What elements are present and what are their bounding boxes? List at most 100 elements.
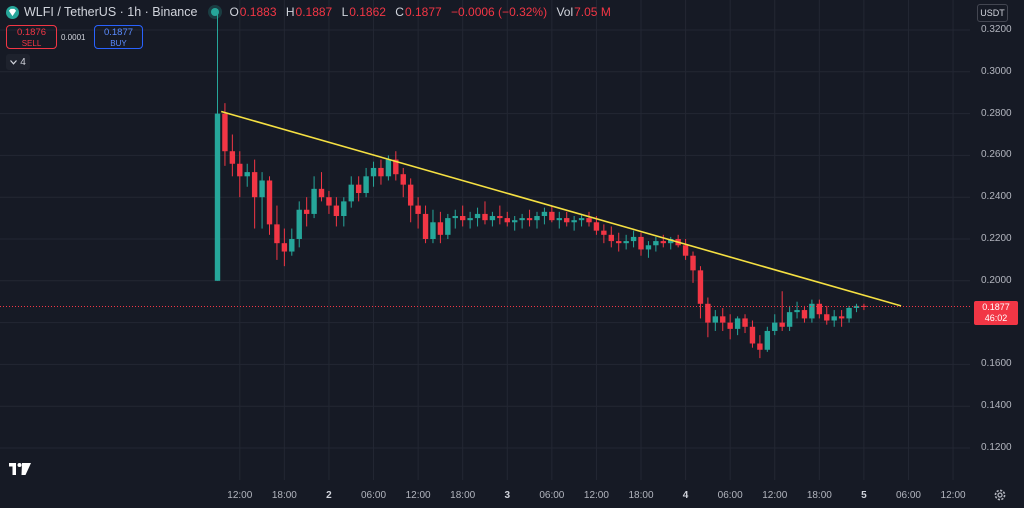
ohlc-key: O xyxy=(229,5,239,19)
time-tick-label: 12:00 xyxy=(583,490,609,501)
sell-button[interactable]: 0.1876 SELL xyxy=(6,25,57,49)
trendline[interactable] xyxy=(220,110,902,307)
candle xyxy=(214,9,221,281)
ohlc-value: 0.1862 xyxy=(349,5,386,19)
candle xyxy=(407,178,414,223)
candle-body xyxy=(809,303,815,319)
time-tick-label: 12:00 xyxy=(405,490,431,501)
current-price-label: 0.1877 xyxy=(982,301,1010,312)
time-tick-label: 18:00 xyxy=(450,490,476,501)
volume-key: Vol xyxy=(556,5,574,19)
candle-body xyxy=(482,213,488,221)
candle-body xyxy=(772,322,778,331)
tradingview-logo-icon[interactable] xyxy=(9,462,31,480)
time-tick-label: 4 xyxy=(682,490,689,501)
time-tick-label: 18:00 xyxy=(806,490,832,501)
candle xyxy=(794,301,800,319)
time-tick-label: 12:00 xyxy=(940,490,966,501)
candle xyxy=(578,213,585,227)
candle-body xyxy=(467,218,473,221)
candle-body xyxy=(727,322,733,329)
candle xyxy=(289,228,295,256)
candle xyxy=(489,211,496,227)
candle xyxy=(586,211,592,227)
candle-body xyxy=(831,316,837,321)
candle xyxy=(266,176,273,235)
candle-body xyxy=(668,239,674,244)
candle-body xyxy=(571,220,577,223)
candle-body xyxy=(422,213,429,239)
candle xyxy=(341,197,347,227)
price-tick-label: 0.1400 xyxy=(981,400,1012,412)
currency-button[interactable]: USDT xyxy=(977,4,1008,22)
candle-body xyxy=(564,218,570,223)
candle-body xyxy=(474,213,481,219)
candle-body xyxy=(690,255,696,271)
ohlc-values: O0.1883 H0.1887 L0.1862 C0.1877 −0.0006 … xyxy=(229,5,616,19)
wlfi-logo-icon xyxy=(6,5,19,19)
candle xyxy=(251,159,258,229)
time-tick-label: 06:00 xyxy=(717,490,743,501)
candle-body xyxy=(779,322,785,327)
candle xyxy=(616,232,622,252)
candle xyxy=(333,197,340,227)
candle-body xyxy=(623,241,629,244)
sell-label: SELL xyxy=(21,39,42,48)
candle xyxy=(281,228,288,267)
candle-body xyxy=(400,174,406,185)
candle-body xyxy=(378,167,384,177)
buy-button[interactable]: 0.1877 BUY xyxy=(94,25,143,49)
candle xyxy=(549,205,555,223)
price-tick-label: 0.1200 xyxy=(981,442,1012,453)
candle-body xyxy=(816,303,823,315)
buy-label: BUY xyxy=(110,39,127,48)
time-tick-label: 2 xyxy=(326,490,332,501)
candle xyxy=(430,209,436,244)
time-tick-label: 5 xyxy=(861,490,867,501)
candle-body xyxy=(801,310,808,319)
candle-body xyxy=(504,218,510,223)
candle-body xyxy=(274,224,280,244)
candle xyxy=(355,176,362,202)
candle xyxy=(734,316,741,336)
chevron-down-icon xyxy=(10,57,18,68)
candle xyxy=(363,167,369,198)
candle xyxy=(571,216,577,231)
candle xyxy=(482,201,488,225)
symbol-title[interactable]: WLFI / TetherUS · 1h · Binance xyxy=(24,5,198,19)
legend-header: WLFI / TetherUS · 1h · Binance O0.1883 H… xyxy=(0,0,617,24)
candle-body xyxy=(452,216,458,219)
candle xyxy=(838,310,845,327)
candle-body xyxy=(749,326,756,344)
candle xyxy=(378,159,384,185)
candle xyxy=(422,205,429,244)
candle-body xyxy=(630,236,637,242)
candle-body xyxy=(786,312,793,327)
candle xyxy=(645,241,652,258)
candle-body xyxy=(385,159,392,177)
candle xyxy=(690,251,696,283)
candle xyxy=(512,216,518,231)
candle-body xyxy=(251,172,258,198)
candle xyxy=(801,305,808,323)
indicators-toggle-button[interactable]: 4 xyxy=(6,54,30,70)
candle-body xyxy=(407,184,414,206)
current-price-badge: 0.1877 46:02 xyxy=(974,300,1018,325)
settings-gear-icon[interactable] xyxy=(993,488,1007,507)
spread-value: 0.0001 xyxy=(61,33,86,42)
candle-body xyxy=(712,316,719,323)
candle xyxy=(415,197,421,229)
candle xyxy=(452,209,458,229)
market-status-dot[interactable] xyxy=(211,8,220,16)
ohlc-value: 0.1877 xyxy=(404,5,442,19)
candle-body xyxy=(222,113,228,152)
time-tick-label: 3 xyxy=(504,490,511,501)
candle-body xyxy=(846,307,852,319)
price-tick-label: 0.3200 xyxy=(981,24,1012,35)
candle-body xyxy=(534,216,540,221)
candle-body xyxy=(289,239,295,252)
price-tick-label: 0.1600 xyxy=(981,358,1012,370)
candle xyxy=(296,201,302,248)
candle xyxy=(222,103,228,166)
